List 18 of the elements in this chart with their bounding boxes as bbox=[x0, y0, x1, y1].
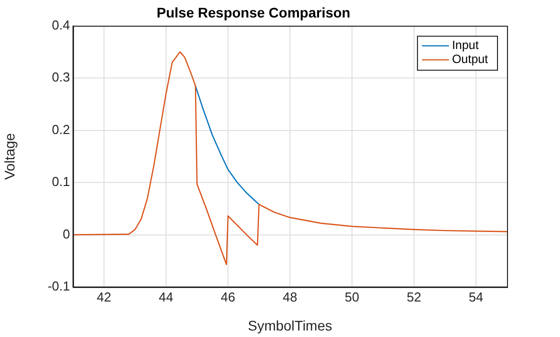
legend-label: Input bbox=[452, 38, 480, 52]
y-tick-label: -0.1 bbox=[48, 278, 70, 294]
x-axis-title: SymbolTimes bbox=[248, 317, 332, 334]
x-tick-label: 46 bbox=[220, 289, 236, 304]
y-tick-label: 0.3 bbox=[52, 70, 70, 85]
x-tick-label: 54 bbox=[468, 289, 484, 304]
y-tick-label: 0 bbox=[62, 226, 70, 242]
y-tick-label: 0.2 bbox=[52, 122, 70, 137]
x-tick-label: 50 bbox=[344, 289, 360, 304]
y-tick-label: 0.4 bbox=[52, 17, 70, 32]
y-tick-label: 0.1 bbox=[52, 174, 70, 190]
x-tick-label: 48 bbox=[282, 289, 298, 304]
y-axis-title: Voltage bbox=[1, 132, 18, 180]
x-tick-label: 52 bbox=[406, 289, 422, 304]
legend-label: Output bbox=[452, 52, 489, 66]
x-tick-label: 42 bbox=[96, 289, 112, 304]
chart-title: Pulse Response Comparison bbox=[156, 4, 350, 20]
x-tick-label: 44 bbox=[158, 289, 174, 304]
